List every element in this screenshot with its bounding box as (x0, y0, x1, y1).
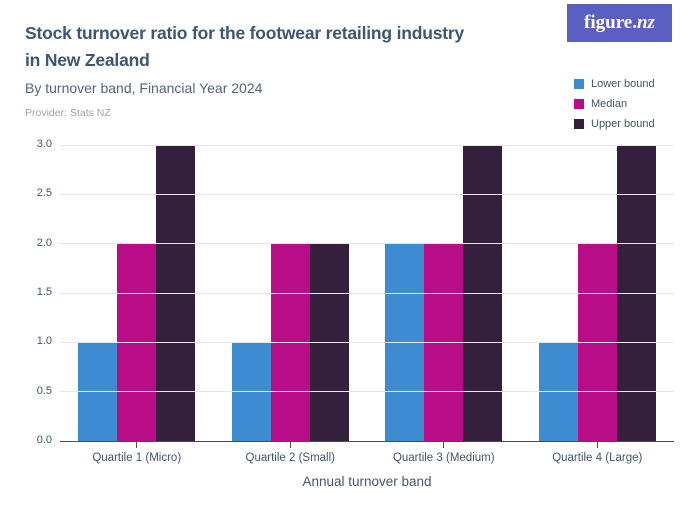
legend-label: Median (591, 98, 628, 110)
y-tick-label: 2.5 (36, 187, 52, 200)
figurenz-logo: figure. nz (567, 4, 672, 42)
y-tick-label: 1.5 (36, 286, 52, 298)
legend-item: Lower bound (574, 74, 655, 94)
y-tick-label: 0.5 (36, 384, 52, 397)
legend-swatch-icon (574, 79, 584, 89)
x-tick-label: Quartile 3 (Medium) (392, 452, 495, 464)
chart-title: Stock turnover ratio for the footwear re… (25, 20, 464, 74)
chart-title-line1: Stock turnover ratio for the footwear re… (25, 23, 464, 43)
x-tick-mark (596, 442, 598, 448)
legend-swatch-icon (574, 99, 584, 109)
x-axis-ticks (60, 442, 674, 448)
gridline (60, 144, 674, 146)
y-tick-label: 2.0 (36, 236, 52, 249)
logo-text: figure. (584, 12, 637, 33)
gridline (60, 193, 674, 195)
x-tick-label: Quartile 2 (Small) (245, 452, 335, 464)
gridline (60, 391, 674, 393)
provider-label: Provider: Stats NZ (25, 107, 111, 119)
chart-subtitle: By turnover band, Financial Year 2024 (25, 80, 263, 96)
x-tick-mark (289, 442, 291, 448)
y-tick-label: 1.0 (36, 335, 52, 348)
legend-swatch-icon (574, 119, 584, 129)
x-tick-mark (443, 442, 445, 448)
y-tick-label: 3.0 (36, 138, 52, 150)
y-axis-labels: 0.0 0.5 1.0 1.5 2.0 2.5 3.0 (0, 138, 52, 446)
legend-item: Median (574, 94, 655, 114)
x-tick-mark (136, 442, 138, 448)
legend-item: Upper bound (574, 114, 655, 134)
chart-title-line2: in New Zealand (25, 50, 150, 70)
x-tick-label: Quartile 1 (Micro) (92, 452, 182, 464)
gridline (60, 341, 674, 343)
gridline (60, 243, 674, 245)
y-tick-label: 0.0 (36, 434, 52, 446)
chart-legend: Lower bound Median Upper bound (574, 74, 655, 134)
x-axis-title: Annual turnover band (302, 474, 432, 489)
gridline (60, 292, 674, 294)
x-axis-labels: Quartile 1 (Micro) Quartile 2 (Small) Quar… (60, 452, 674, 464)
legend-label: Lower bound (591, 78, 655, 90)
plot-area (60, 144, 674, 442)
logo-text-nz: nz (636, 12, 655, 33)
legend-label: Upper bound (591, 118, 655, 130)
x-tick-label: Quartile 4 (Large) (552, 452, 643, 464)
